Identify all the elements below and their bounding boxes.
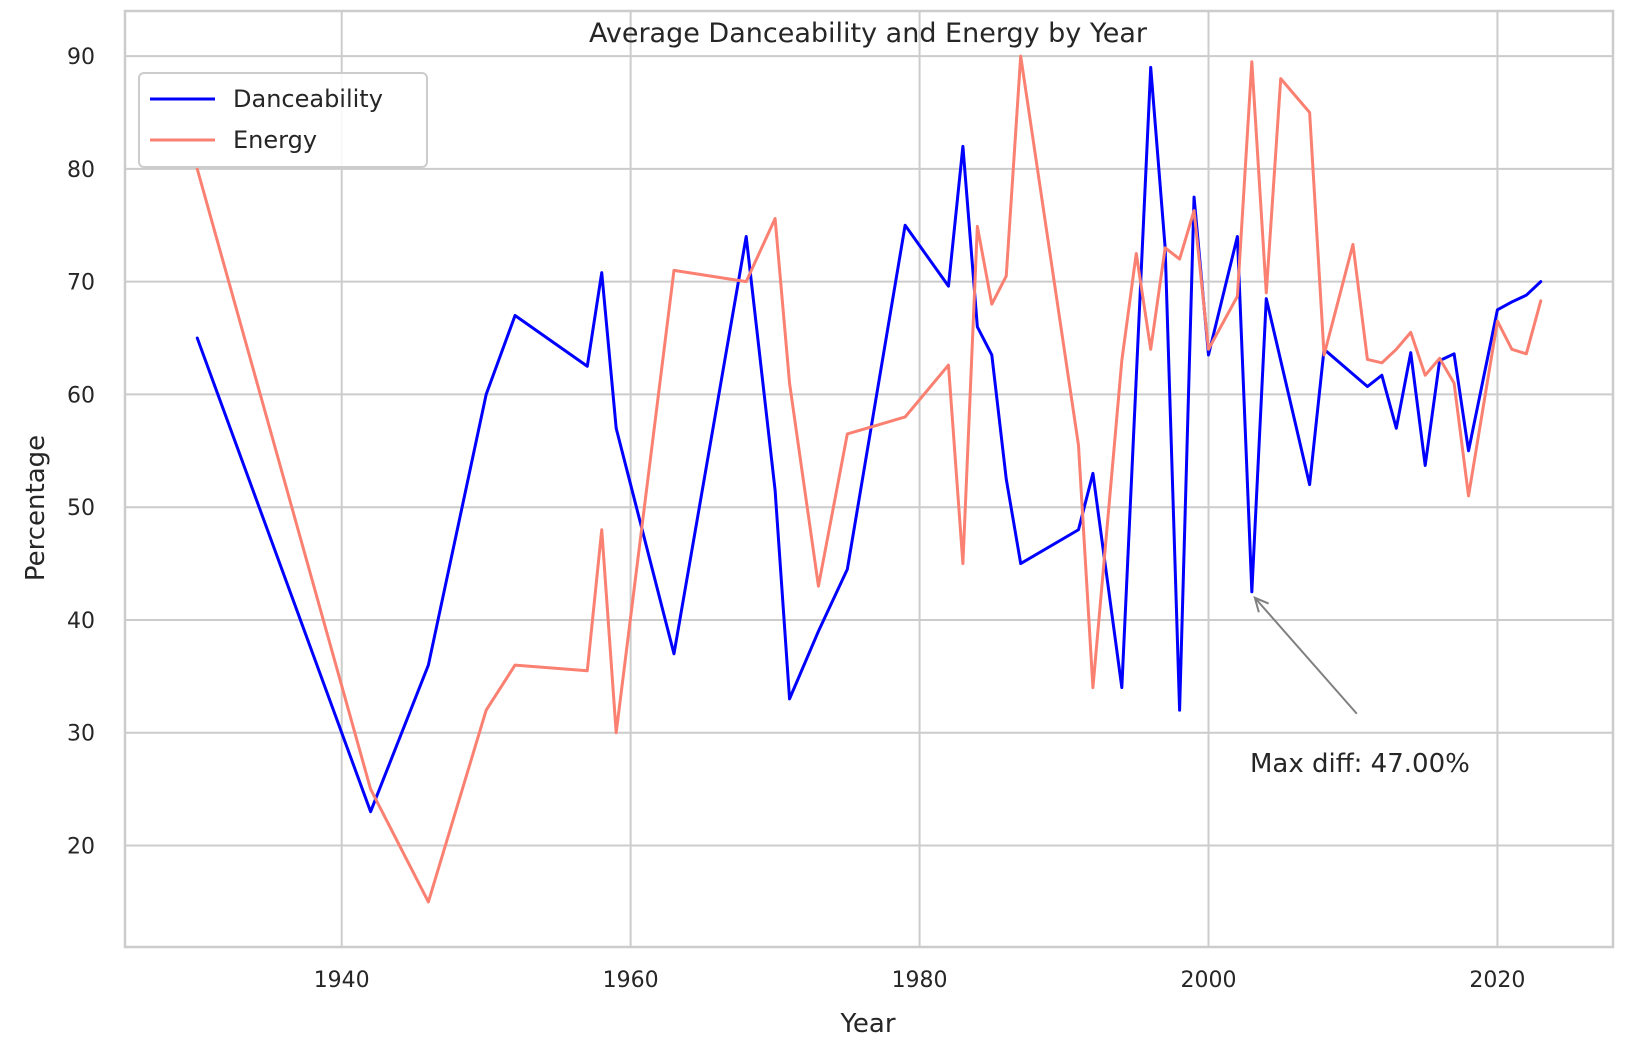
annotation-text: Max diff: 47.00% (1250, 749, 1470, 779)
legend-box (138, 72, 428, 168)
x-tick-label: 2020 (1469, 968, 1525, 993)
series-lines (195, 54, 1543, 904)
legend-label-energy: Energy (233, 126, 317, 154)
legend-label-danceability: Danceability (233, 85, 383, 113)
y-tick-label: 50 (67, 496, 95, 521)
series-line-energy (195, 54, 1543, 904)
y-tick-label: 40 (67, 609, 95, 634)
legend: Danceability Energy (138, 72, 428, 168)
y-tick-labels: 20 30 40 50 60 70 80 90 (67, 45, 95, 859)
y-tick-label: 90 (67, 45, 95, 70)
annotation-arrow (1254, 597, 1358, 715)
y-tick-label: 30 (67, 722, 95, 747)
x-tick-label: 1960 (603, 968, 659, 993)
chart-title: Average Danceability and Energy by Year (589, 18, 1148, 49)
grid-lines (125, 11, 1613, 947)
x-axis-label: Year (839, 1009, 895, 1039)
x-tick-label: 1980 (892, 968, 948, 993)
x-tick-labels: 1940 1960 1980 2000 2020 (314, 968, 1526, 993)
y-tick-label: 70 (67, 271, 95, 296)
max-diff-annotation: Max diff: 47.00% (1250, 596, 1470, 779)
x-tick-label: 2000 (1180, 968, 1236, 993)
plot-frame (123, 9, 1615, 949)
series-line-danceability (195, 65, 1543, 814)
annotation-arrow-head (1253, 596, 1270, 613)
y-tick-label: 80 (67, 158, 95, 183)
y-tick-label: 20 (67, 835, 95, 860)
y-axis-label: Percentage (21, 435, 51, 581)
y-tick-label: 60 (67, 383, 95, 408)
x-tick-label: 1940 (314, 968, 370, 993)
